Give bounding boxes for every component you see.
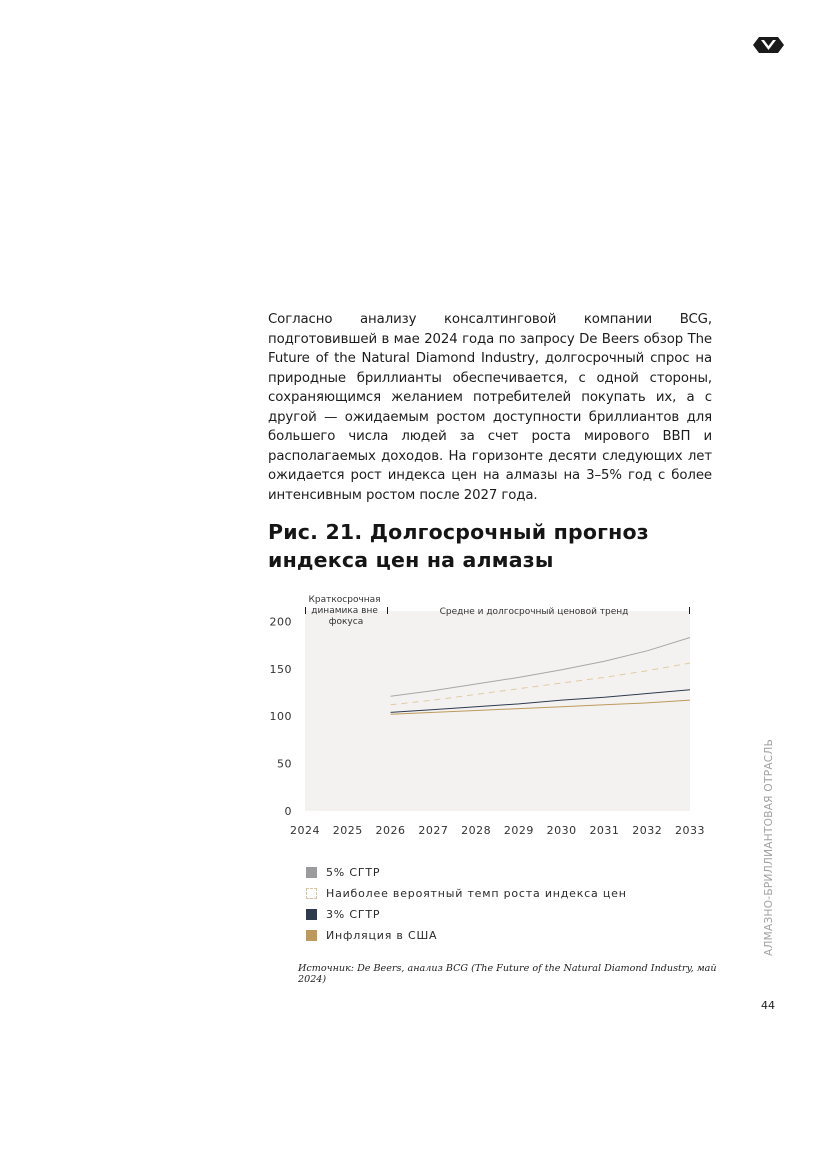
long-term-annotation: Средне и долгосрочный ценовой тренд xyxy=(440,607,629,617)
x-tick-label: 2028 xyxy=(461,824,491,837)
legend-swatch xyxy=(306,909,317,920)
x-tick-label: 2029 xyxy=(504,824,534,837)
diamond-logo-icon xyxy=(753,37,784,53)
legend-label: Наиболее вероятный темп роста индекса це… xyxy=(326,887,627,900)
chart-legend: 5% СГТР Наиболее вероятный темп роста инд… xyxy=(306,862,627,946)
legend-label: 5% СГТР xyxy=(326,866,381,879)
x-tick-label: 2031 xyxy=(589,824,619,837)
figure-title: Рис. 21. Долгосрочный прогноз индекса це… xyxy=(268,520,649,572)
plot-background xyxy=(305,611,690,811)
legend-label: 3% СГТР xyxy=(326,908,381,921)
x-tick-label: 2024 xyxy=(290,824,320,837)
short-term-annotation: Краткосрочная динамика вне фокуса xyxy=(309,595,384,627)
x-tick-label: 2030 xyxy=(547,824,577,837)
figure-source: Источник: De Beers, анализ BCG (The Futu… xyxy=(298,963,717,985)
y-tick-label: 150 xyxy=(270,663,293,676)
legend-swatch xyxy=(306,930,317,941)
legend-item: Инфляция в США xyxy=(306,925,627,946)
legend-label: Инфляция в США xyxy=(326,929,438,942)
legend-swatch xyxy=(306,888,317,899)
section-side-label: АЛМАЗНО-БРИЛЛИАНТОВАЯ ОТРАСЛЬ xyxy=(763,738,775,956)
x-tick-label: 2025 xyxy=(333,824,363,837)
series-line-4 xyxy=(390,699,691,715)
y-tick-label: 0 xyxy=(285,805,293,818)
series-line-1 xyxy=(390,637,691,697)
series-line-3 xyxy=(390,689,691,713)
x-tick-label: 2032 xyxy=(632,824,662,837)
x-tick-label: 2026 xyxy=(376,824,406,837)
legend-swatch xyxy=(306,867,317,878)
legend-item: 3% СГТР xyxy=(306,904,627,925)
x-tick-label: 2033 xyxy=(675,824,705,837)
body-paragraph: Согласно анализу консалтинговой компании… xyxy=(268,312,712,503)
y-tick-label: 50 xyxy=(277,758,292,771)
x-tick-label: 2027 xyxy=(418,824,448,837)
y-tick-label: 100 xyxy=(270,710,293,723)
y-tick-label: 200 xyxy=(270,615,293,628)
page-number: 44 xyxy=(761,999,775,1012)
legend-item: Наиболее вероятный темп роста индекса це… xyxy=(306,883,627,904)
price-index-chart: 0 50 100 150 200 2024 2025 2026 2027 2028 2029 203… xyxy=(270,595,705,837)
legend-item: 5% СГТР xyxy=(306,862,627,883)
